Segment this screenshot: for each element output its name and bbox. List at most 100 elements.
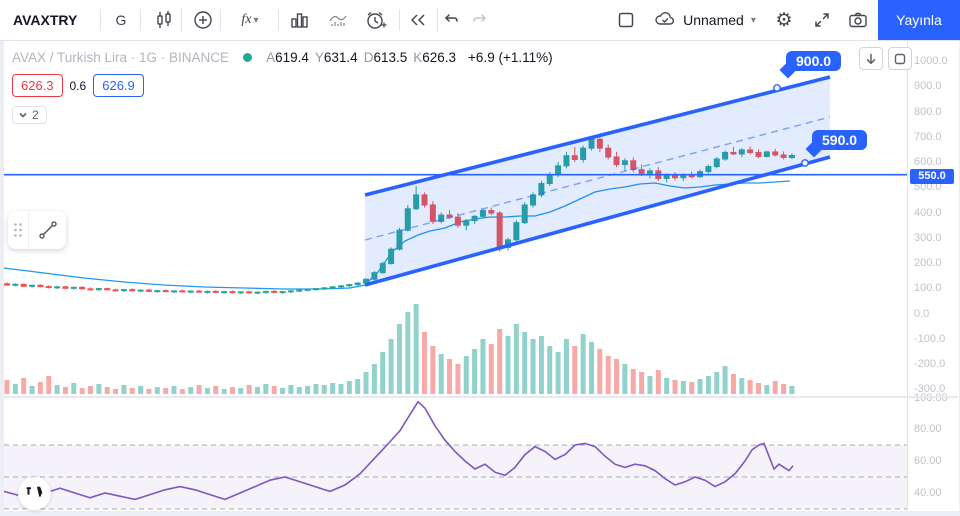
fx-icon: fx — [241, 12, 252, 27]
alert-button[interactable] — [356, 0, 394, 40]
undo-arrow-icon — [438, 7, 464, 33]
channel-upper-price-label[interactable]: 900.0 — [779, 51, 842, 79]
arrow-down-icon — [866, 53, 876, 64]
layout-square-icon — [613, 7, 639, 33]
layout-button[interactable] — [612, 0, 640, 40]
fundamentals-button[interactable] — [282, 0, 316, 40]
rewind-icon — [405, 7, 431, 33]
high-key: Y — [314, 50, 324, 65]
indicators-button[interactable]: fx ▾ — [226, 0, 274, 40]
toolbar-separator — [181, 9, 182, 31]
drag-dots-icon — [14, 223, 22, 237]
axis-label: 1000.0 — [914, 55, 948, 67]
chart-area: AVAX / Turkish Lira · 1G · BINANCE A619.… — [4, 41, 959, 511]
close-value: 626.3 — [422, 50, 457, 65]
parallel-channel-drawing[interactable] — [364, 75, 831, 287]
axis-label: 800.0 — [914, 106, 942, 118]
axis-label: 700.0 — [914, 131, 942, 143]
toolbar-separator — [220, 9, 221, 31]
axis-label: 80.00 — [914, 423, 942, 435]
interval-button[interactable]: G — [115, 12, 127, 28]
ask-button[interactable]: 626.9 — [93, 74, 144, 97]
axis-label: -100.0 — [914, 333, 946, 345]
publish-button[interactable]: Yayınla — [878, 0, 960, 40]
axis-label: 0.0 — [914, 308, 930, 320]
bid-button[interactable]: 626.3 — [12, 74, 63, 97]
volume-series — [4, 304, 795, 394]
maximize-icon — [894, 53, 906, 64]
settings-button[interactable]: ⚙ — [770, 0, 798, 40]
toolbar-separator — [437, 9, 438, 31]
chart-type-button[interactable] — [147, 0, 181, 40]
layout-name-label: Unnamed — [683, 12, 744, 28]
channel-lower-price-label[interactable]: 590.0 — [805, 130, 868, 158]
chevron-down-icon: ▾ — [750, 14, 756, 26]
cloud-check-icon — [652, 7, 678, 33]
axis-label: 300.0 — [914, 232, 942, 244]
top-toolbar: AVAXTRY G fx ▾ — [0, 0, 960, 41]
price-axis[interactable]: 550.0 1000.0 900.0 800.0 700.0 600.0 500.0 400… — [907, 41, 959, 511]
camera-icon — [845, 7, 871, 33]
market-status-dot[interactable] — [243, 53, 253, 62]
drag-handle[interactable] — [8, 211, 29, 249]
axis-label: 500.0 — [914, 181, 942, 193]
candles-icon — [151, 7, 177, 33]
indicator-count: 2 — [32, 108, 39, 122]
axis-label: 40.00 — [914, 487, 942, 499]
axis-label: 900.0 — [914, 80, 942, 92]
symbol-button[interactable]: AVAXTRY — [13, 12, 78, 28]
redo-button[interactable] — [465, 0, 495, 40]
drawing-floating-toolbar — [8, 211, 66, 249]
change-value: +6.9 (+1.11%) — [468, 50, 553, 65]
open-key: A — [266, 50, 276, 65]
axis-label: -200.0 — [914, 358, 946, 370]
chart-legend: AVAX / Turkish Lira · 1G · BINANCE A619.… — [12, 50, 553, 124]
plus-circle-icon — [190, 7, 216, 33]
chevron-down-icon: ▾ — [253, 14, 259, 26]
toolbar-separator — [140, 9, 141, 31]
snapshot-button[interactable] — [844, 0, 872, 40]
symbol-description[interactable]: AVAX / Turkish Lira · 1G · BINANCE — [12, 50, 230, 65]
low-value: 613.5 — [373, 50, 408, 65]
axis-label: 200.0 — [914, 257, 942, 269]
hline-price-axis-label: 550.0 — [910, 169, 954, 184]
replay-button[interactable] — [402, 0, 434, 40]
compare-button[interactable] — [186, 0, 220, 40]
tradingview-logo[interactable] — [18, 477, 51, 510]
templates-button[interactable] — [320, 0, 356, 40]
maximize-pane-button[interactable] — [888, 47, 912, 70]
ohlc-values: A619.4 Y631.4 D613.5 K626.3 — [266, 50, 462, 65]
spread-value: 0.6 — [69, 78, 87, 93]
toolbar-separator — [100, 9, 101, 31]
chevron-down-icon — [19, 112, 27, 118]
scroll-down-button[interactable] — [859, 47, 883, 70]
axis-label: -300.0 — [914, 383, 946, 395]
gear-icon: ⚙ — [775, 9, 793, 31]
trendline-icon — [38, 221, 57, 239]
redo-arrow-icon — [467, 7, 493, 33]
fullscreen-button[interactable] — [808, 0, 836, 40]
chart-canvas[interactable] — [4, 41, 907, 511]
legend-collapse-button[interactable]: 2 — [12, 106, 47, 124]
pane-separator[interactable] — [4, 396, 958, 398]
candlestick-series — [4, 136, 795, 295]
axis-label: 60.00 — [914, 455, 942, 467]
rsi-indicator — [4, 400, 907, 510]
pane-buttons — [859, 47, 912, 70]
rsi-line — [4, 400, 794, 501]
axis-label: 100.0 — [914, 282, 942, 294]
trendline-tool-button[interactable] — [29, 218, 66, 242]
axis-label: 400.0 — [914, 207, 942, 219]
high-value: 631.4 — [323, 50, 358, 65]
axis-label: 600.0 — [914, 156, 942, 168]
curve-dots-icon — [325, 7, 351, 33]
axis-label: 100.00 — [914, 392, 948, 404]
bar-columns-icon — [286, 7, 312, 33]
open-value: 619.4 — [275, 50, 309, 65]
tv-logo-icon — [26, 486, 43, 497]
close-key: K — [413, 50, 423, 65]
expand-arrows-icon — [809, 7, 835, 33]
save-layout-button[interactable]: Unnamed ▾ — [645, 0, 763, 40]
undo-button[interactable] — [436, 0, 466, 40]
low-key: D — [363, 50, 374, 65]
